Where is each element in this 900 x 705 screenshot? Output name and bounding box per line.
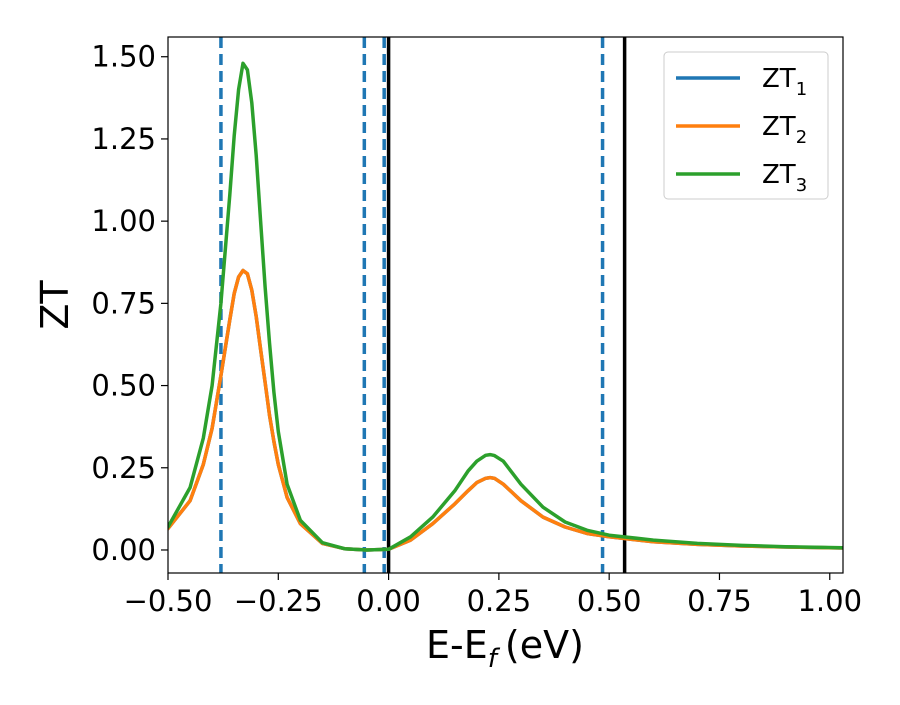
x-tick-label: −0.50 xyxy=(124,584,213,618)
y-tick-label: 0.00 xyxy=(91,533,156,567)
y-tick-label: 1.25 xyxy=(91,122,156,156)
legend-label-zt1: ZT1 xyxy=(762,64,807,100)
y-tick-label: 0.75 xyxy=(91,286,156,320)
x-tick-label: 1.00 xyxy=(797,584,862,618)
series-line-zt3 xyxy=(168,61,843,552)
x-tick-label: 0.00 xyxy=(356,584,421,618)
x-axis-ticks: −0.50 −0.25 0.00 0.25 0.50 0.75 1.00 xyxy=(124,573,862,618)
y-tick-label: 1.50 xyxy=(91,40,156,74)
y-axis-label: ZT xyxy=(33,280,77,330)
series-lines xyxy=(168,61,843,552)
x-axis-label-main: E-E xyxy=(426,623,488,667)
x-tick-label: −0.25 xyxy=(234,584,323,618)
y-axis-ticks: 0.00 0.25 0.50 0.75 1.00 1.25 1.50 xyxy=(91,40,168,567)
y-tick-label: 1.00 xyxy=(91,204,156,238)
x-axis-label-unit: (eV) xyxy=(505,623,584,667)
x-axis-label-subscript: f xyxy=(488,644,501,674)
series-line-zt2 xyxy=(168,268,843,552)
legend-frame xyxy=(663,51,829,200)
legend: ZT1 ZT2 ZT3 xyxy=(663,51,829,200)
x-tick-label: 0.50 xyxy=(577,584,642,618)
legend-label-zt2: ZT2 xyxy=(762,112,807,148)
x-tick-label: 0.25 xyxy=(467,584,532,618)
plot-frame xyxy=(167,36,844,574)
x-tick-label: 0.75 xyxy=(687,584,752,618)
legend-label-zt3: ZT3 xyxy=(762,160,807,196)
reference-lines xyxy=(219,37,627,573)
y-tick-label: 0.25 xyxy=(91,451,156,485)
x-axis-label: E-Ef (eV) xyxy=(426,623,584,674)
y-tick-label: 0.50 xyxy=(91,369,156,403)
